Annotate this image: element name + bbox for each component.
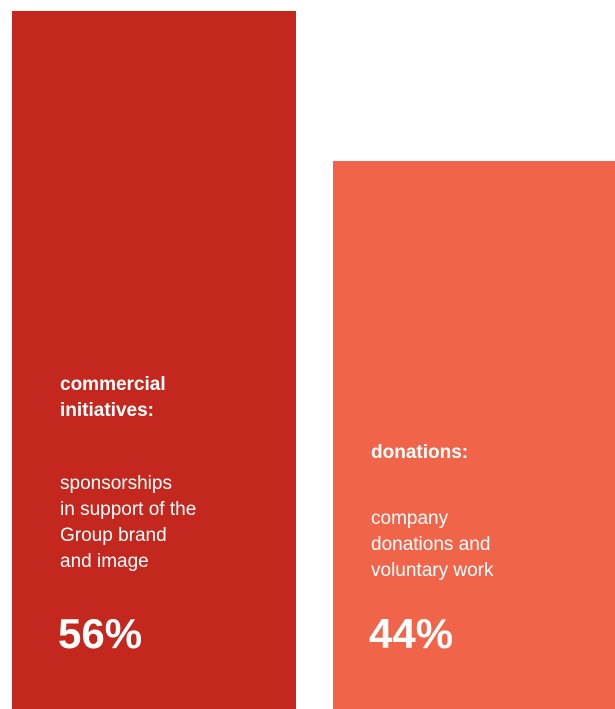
bar-percent-label: 44%: [369, 610, 454, 657]
bar-heading: commercial initiatives:: [60, 374, 166, 421]
bar-description: sponsorships in support of the Group bra…: [60, 473, 197, 572]
bar-percent-label: 56%: [58, 610, 143, 657]
bar-heading: donations:: [371, 442, 469, 463]
bar-commercial-initiatives: commercial initiatives: sponsorships in …: [12, 11, 296, 709]
bar-donations: donations: company donations and volunta…: [333, 161, 615, 709]
bar-description: company donations and voluntary work: [371, 508, 494, 581]
